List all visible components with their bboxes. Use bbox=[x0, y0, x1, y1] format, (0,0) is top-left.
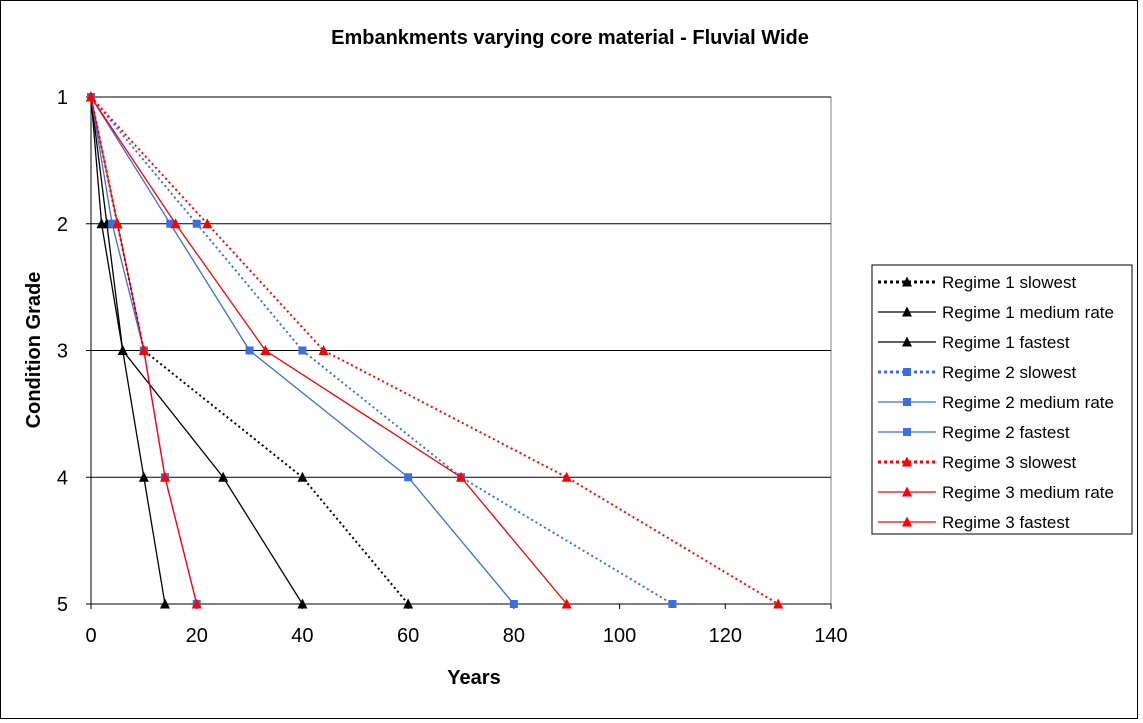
legend-label: Regime 3 fastest bbox=[942, 513, 1070, 532]
legend-marker bbox=[902, 306, 912, 317]
x-axis-label: Years bbox=[447, 667, 500, 689]
data-point bbox=[138, 471, 149, 482]
x-tick-label: 100 bbox=[603, 625, 636, 647]
legend-item-3: Regime 1 fastest bbox=[878, 333, 1070, 352]
x-tick-label: 0 bbox=[85, 625, 96, 647]
data-point bbox=[202, 218, 213, 229]
legend-marker bbox=[902, 456, 912, 467]
data-point bbox=[403, 598, 414, 609]
data-point bbox=[96, 218, 107, 229]
series-line bbox=[90, 96, 779, 605]
data-point bbox=[170, 218, 181, 229]
y-tick-label: 1 bbox=[57, 87, 68, 109]
data-point bbox=[509, 600, 518, 608]
legend-item-2: Regime 1 medium rate bbox=[878, 303, 1114, 322]
legend-box bbox=[871, 264, 1133, 535]
legend-label: Regime 1 fastest bbox=[942, 333, 1070, 352]
legend-marker bbox=[903, 428, 911, 436]
y-tick-label: 3 bbox=[57, 341, 68, 363]
data-point bbox=[773, 598, 784, 609]
legend-label: Regime 2 fastest bbox=[942, 423, 1070, 442]
data-point bbox=[561, 598, 572, 609]
data-point bbox=[117, 345, 128, 355]
tick-labels: 0 20 40 60 80 100 120 140 1 2 3 4 5 bbox=[57, 87, 848, 647]
data-point bbox=[561, 471, 572, 482]
series-9 bbox=[86, 91, 202, 609]
data-series bbox=[86, 91, 784, 609]
legend-item-1: Regime 1 slowest bbox=[878, 273, 1076, 292]
legend-marker bbox=[902, 336, 912, 347]
data-point bbox=[245, 346, 254, 355]
legend-label: Regime 2 slowest bbox=[942, 363, 1076, 382]
x-tick-label: 80 bbox=[503, 625, 525, 647]
x-tick-label: 20 bbox=[186, 625, 208, 647]
data-point bbox=[138, 345, 149, 355]
data-point bbox=[456, 471, 466, 482]
data-point bbox=[160, 471, 170, 482]
legend-marker bbox=[902, 486, 912, 497]
legend-label: Regime 3 slowest bbox=[942, 453, 1076, 472]
legend-marker bbox=[902, 276, 912, 287]
legend-marker bbox=[903, 368, 911, 376]
y-tick-label: 4 bbox=[57, 467, 68, 489]
x-tick-label: 60 bbox=[397, 625, 419, 647]
y-tick-label: 5 bbox=[57, 594, 68, 616]
legend-item-5: Regime 2 medium rate bbox=[878, 393, 1114, 412]
data-point bbox=[260, 345, 271, 355]
legend-label: Regime 3 medium rate bbox=[942, 483, 1114, 502]
legend-label: Regime 1 medium rate bbox=[942, 303, 1114, 322]
data-point bbox=[404, 473, 413, 482]
legend-item-9: Regime 3 fastest bbox=[878, 513, 1070, 532]
data-point bbox=[86, 91, 96, 102]
data-point bbox=[218, 471, 229, 482]
legend-item-8: Regime 3 medium rate bbox=[878, 483, 1114, 502]
data-point bbox=[112, 218, 123, 229]
legend-item-7: Regime 3 slowest bbox=[878, 453, 1076, 472]
data-point bbox=[298, 346, 307, 355]
data-point bbox=[191, 598, 202, 609]
legend-item-4: Regime 2 slowest bbox=[878, 363, 1076, 382]
data-point bbox=[108, 219, 117, 228]
legend-item-6: Regime 2 fastest bbox=[878, 423, 1070, 442]
legend: Regime 1 slowest Regime 1 medium rate Regi… bbox=[871, 264, 1133, 535]
legend-marker bbox=[902, 516, 912, 527]
x-tick-label: 40 bbox=[291, 625, 313, 647]
data-point bbox=[160, 598, 170, 609]
data-point bbox=[297, 598, 308, 609]
data-point bbox=[192, 219, 201, 228]
data-point bbox=[318, 345, 329, 355]
legend-label: Regime 2 medium rate bbox=[942, 393, 1114, 412]
data-point bbox=[297, 471, 308, 482]
series-3 bbox=[86, 91, 170, 609]
legend-label: Regime 1 slowest bbox=[942, 273, 1076, 292]
x-tick-label: 120 bbox=[709, 625, 742, 647]
y-axis-label: Condition Grade bbox=[23, 272, 45, 429]
data-point bbox=[166, 219, 175, 228]
x-tick-label: 140 bbox=[814, 625, 847, 647]
data-point bbox=[668, 600, 677, 608]
chart-title: Embankments varying core material - Fluv… bbox=[331, 27, 809, 49]
y-tick-label: 2 bbox=[57, 214, 68, 236]
legend-marker bbox=[903, 398, 911, 406]
